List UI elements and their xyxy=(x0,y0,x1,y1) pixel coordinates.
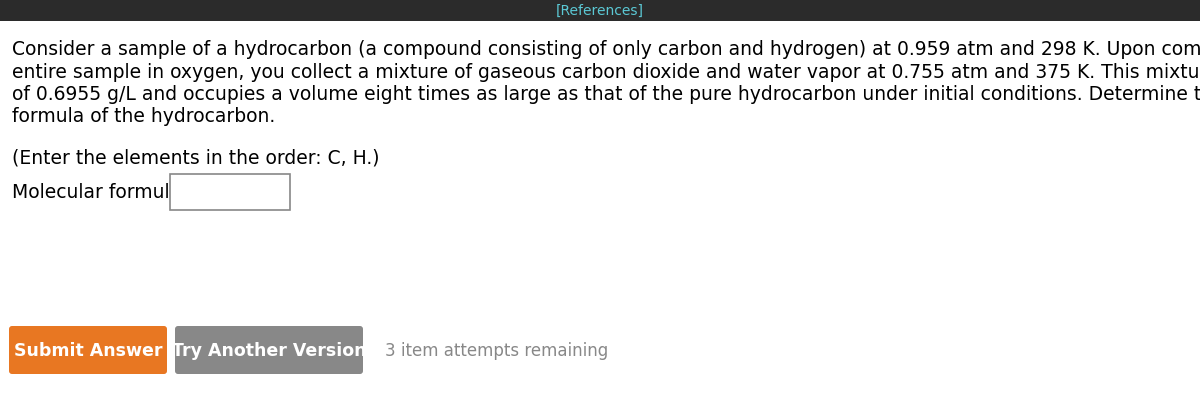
FancyBboxPatch shape xyxy=(175,326,364,374)
Bar xyxy=(0,0,1200,22)
Text: (Enter the elements in the order: C, H.): (Enter the elements in the order: C, H.) xyxy=(12,147,379,166)
Text: entire sample in oxygen, you collect a mixture of gaseous carbon dioxide and wat: entire sample in oxygen, you collect a m… xyxy=(12,62,1200,81)
Text: Consider a sample of a hydrocarbon (a compound consisting of only carbon and hyd: Consider a sample of a hydrocarbon (a co… xyxy=(12,40,1200,59)
Text: of 0.6955 g/L and occupies a volume eight times as large as that of the pure hyd: of 0.6955 g/L and occupies a volume eigh… xyxy=(12,85,1200,104)
Text: formula of the hydrocarbon.: formula of the hydrocarbon. xyxy=(12,107,275,126)
Bar xyxy=(170,174,290,210)
Text: Try Another Version: Try Another Version xyxy=(172,341,366,359)
Text: [References]: [References] xyxy=(556,4,644,18)
FancyBboxPatch shape xyxy=(10,326,167,374)
Text: 3 item attempts remaining: 3 item attempts remaining xyxy=(385,341,608,359)
Text: Submit Answer: Submit Answer xyxy=(13,341,162,359)
Text: Molecular formula:: Molecular formula: xyxy=(12,183,187,202)
